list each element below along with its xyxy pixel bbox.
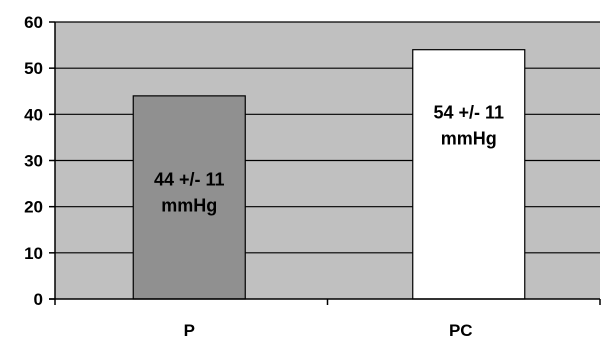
x-tick-label-pc: PC: [449, 321, 473, 340]
y-tick-label: 60: [24, 13, 43, 32]
axes: [49, 22, 601, 305]
data-labels: 44 +/- 11 mmHg 54 +/- 11 mmHg: [154, 102, 504, 215]
y-tick-label: 40: [24, 105, 43, 124]
y-axis-ticks: 0 10 20 30 40 50 60: [24, 13, 55, 309]
y-tick-label: 50: [24, 59, 43, 78]
bar-p: [132, 95, 246, 300]
y-tick-label: 10: [24, 244, 43, 263]
x-tick-label-p: P: [184, 321, 195, 340]
y-tick-label: 0: [34, 290, 43, 309]
y-tick-label: 20: [24, 198, 43, 217]
data-label-p: 44 +/- 11 mmHg: [154, 169, 225, 215]
bar-pc: [412, 49, 526, 300]
x-axis-ticks: P PC: [184, 321, 473, 340]
y-tick-label: 30: [24, 152, 43, 171]
data-label-pc: 54 +/- 11 mmHg: [433, 102, 504, 148]
bars: [132, 49, 526, 300]
